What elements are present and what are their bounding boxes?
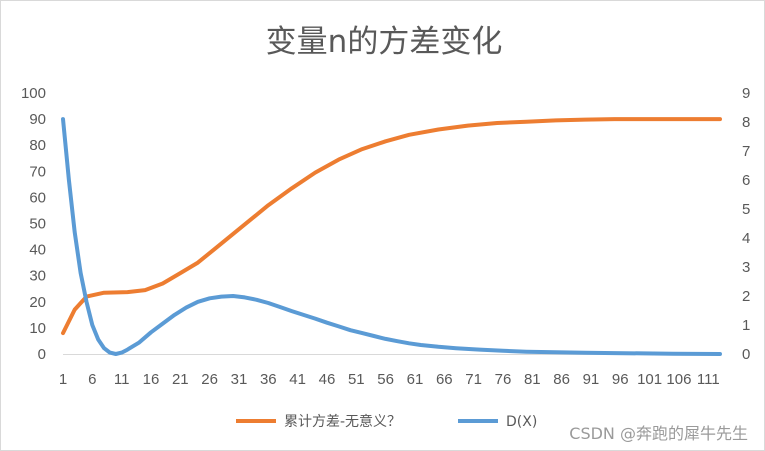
x-tick-label: 91 bbox=[583, 371, 600, 388]
x-tick-label: 16 bbox=[143, 371, 160, 388]
left-tick-label: 90 bbox=[29, 111, 46, 128]
watermark: CSDN @奔跑的犀牛先生 bbox=[569, 424, 748, 443]
x-tick-label: 61 bbox=[407, 371, 424, 388]
left-tick-label: 10 bbox=[29, 320, 46, 337]
x-tick-label: 66 bbox=[436, 371, 453, 388]
legend-label-dx: D(X) bbox=[506, 414, 537, 430]
x-tick-label: 46 bbox=[319, 371, 336, 388]
right-tick-label: 2 bbox=[742, 288, 750, 305]
left-tick-label: 0 bbox=[38, 346, 46, 363]
x-tick-label: 31 bbox=[231, 371, 248, 388]
right-tick-label: 6 bbox=[742, 172, 750, 189]
series-layer bbox=[61, 117, 722, 356]
left-tick-label: 80 bbox=[29, 137, 46, 154]
series-line-cumulative-variance bbox=[61, 117, 722, 336]
left-tick-label: 20 bbox=[29, 294, 46, 311]
left-tick-label: 40 bbox=[29, 242, 46, 259]
right-tick-label: 3 bbox=[742, 259, 750, 276]
right-tick-label: 0 bbox=[742, 346, 750, 363]
right-tick-label: 5 bbox=[742, 201, 750, 218]
x-tick-label: 1 bbox=[59, 371, 67, 388]
right-tick-label: 1 bbox=[742, 317, 750, 334]
left-tick-label: 50 bbox=[29, 216, 46, 233]
x-tick-label: 26 bbox=[201, 371, 218, 388]
x-tick-label: 71 bbox=[465, 371, 482, 388]
right-tick-label: 4 bbox=[742, 230, 750, 247]
right-tick-label: 9 bbox=[742, 85, 750, 102]
x-tick-label: 76 bbox=[495, 371, 512, 388]
x-tick-label: 111 bbox=[697, 371, 720, 388]
x-tick-label: 41 bbox=[289, 371, 306, 388]
x-tick-label: 106 bbox=[666, 371, 691, 388]
x-tick-label: 96 bbox=[612, 371, 629, 388]
x-tick-label: 56 bbox=[377, 371, 394, 388]
x-tick-label: 51 bbox=[348, 371, 365, 388]
right-tick-label: 7 bbox=[742, 143, 750, 160]
left-tick-label: 100 bbox=[21, 85, 46, 102]
left-axis-ticks: 0 10 20 30 40 50 60 70 80 90 100 bbox=[21, 85, 46, 363]
x-tick-label: 101 bbox=[637, 371, 662, 388]
legend: 累计方差-无意义？ D(X) bbox=[236, 413, 537, 430]
x-tick-label: 86 bbox=[553, 371, 570, 388]
chart-title: 变量n的方差变化 bbox=[266, 24, 503, 60]
x-tick-label: 11 bbox=[114, 371, 130, 388]
x-tick-label: 36 bbox=[260, 371, 277, 388]
left-tick-label: 30 bbox=[29, 268, 46, 285]
series-line-dx bbox=[61, 117, 722, 356]
right-axis-ticks: 0 1 2 3 4 5 6 7 8 9 bbox=[742, 85, 750, 363]
x-tick-label: 81 bbox=[524, 371, 541, 388]
legend-label-cumulative: 累计方差-无意义？ bbox=[284, 413, 401, 430]
x-tick-label: 6 bbox=[88, 371, 96, 388]
x-tick-label: 21 bbox=[172, 371, 189, 388]
right-tick-label: 8 bbox=[742, 114, 750, 131]
left-tick-label: 70 bbox=[29, 163, 46, 180]
left-tick-label: 60 bbox=[29, 189, 46, 206]
x-axis-ticks: 1 6 11 16 21 26 31 36 41 46 51 56 61 66 71 76 81 86 91 96 10… bbox=[59, 371, 720, 388]
